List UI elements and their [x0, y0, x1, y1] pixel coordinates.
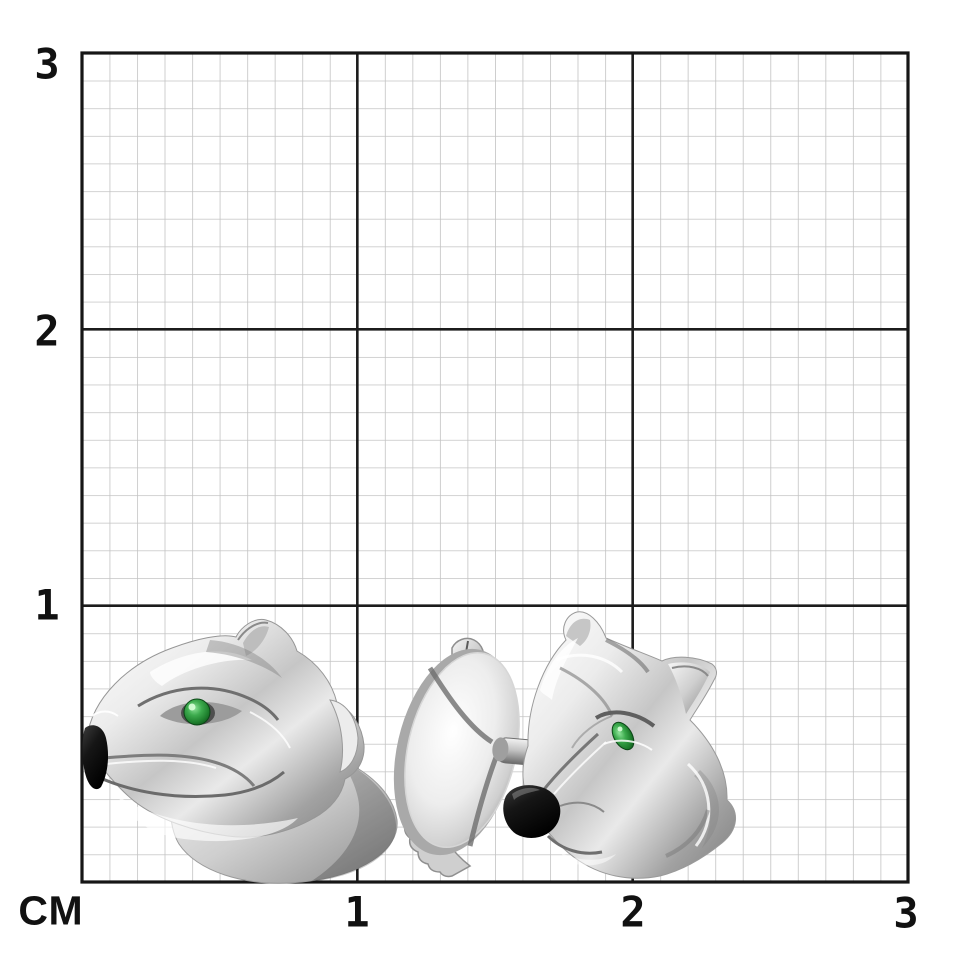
left-earring-muzzle-line [102, 753, 256, 787]
grid-major-lines [82, 53, 908, 882]
left-earring-muzzle-highlight [105, 759, 217, 769]
left-earring-ear-inner [243, 626, 269, 656]
left-earring-mouth-line [95, 770, 285, 798]
right-earring-jaw-shade [665, 809, 710, 858]
right-earring-chin-highlight [560, 852, 616, 866]
right-earring-nose-highlight [512, 787, 540, 800]
grid-border [80, 51, 910, 884]
right-earring-muzzle-line [540, 732, 600, 793]
left-earring-nose [82, 725, 109, 790]
left-earring-nose-bridge-highlight [91, 710, 119, 717]
ruler-left-label-1: 1 [34, 580, 60, 630]
ruler-bottom-label-3: 3 [893, 888, 919, 938]
right-earring-ear-line [671, 665, 709, 677]
right-earring-eye-sparkle [617, 726, 623, 732]
stud-post-cap [492, 737, 509, 762]
butterfly-clasp-crease-bottom [467, 751, 501, 847]
right-earring [393, 611, 736, 879]
ruler-unit-label: СМ [18, 887, 84, 934]
right-earring-temple-highlight [540, 638, 578, 700]
right-earring-ear-inner-left [566, 618, 591, 646]
left-earring-brow-line [137, 686, 280, 721]
right-earring-nose [503, 785, 561, 838]
right-earring-mouth-line [546, 834, 603, 855]
right-earring-ruff-shade [694, 770, 720, 848]
ruler-bottom-label-2: 2 [620, 887, 646, 937]
right-earring-muzzle-highlight [553, 741, 607, 795]
right-earring-facet-2 [571, 715, 613, 749]
left-earring-base-shadow [310, 756, 397, 882]
ruler-bottom-label-1: 1 [344, 887, 370, 937]
butterfly-clasp-crease-top [427, 666, 494, 745]
right-earring-ear-inner-right [668, 662, 710, 714]
left-earring-eye-sparkle [188, 703, 196, 711]
right-earring-crown-highlight [555, 653, 624, 674]
left-earring-ear-line [237, 621, 269, 641]
right-earring-ruff-highlight [686, 762, 711, 847]
left-earring [82, 618, 398, 884]
left-earring-eye-gem [183, 698, 211, 726]
right-earring-whisker-line [559, 801, 605, 813]
left-earring-crown-shade [206, 640, 282, 678]
ruler-left-label-2: 2 [34, 306, 60, 356]
left-earring-forehead-highlight [150, 651, 252, 686]
right-earring-undereye-highlight [603, 739, 653, 751]
left-earring-far-ear [329, 699, 359, 773]
left-earring-cheek-highlight [249, 711, 291, 749]
ruler-left-label-3: 3 [34, 39, 60, 89]
right-earring-crown-shade [605, 638, 650, 674]
right-earring-brow-line [594, 710, 656, 728]
left-earring-chin-highlight [118, 796, 298, 842]
